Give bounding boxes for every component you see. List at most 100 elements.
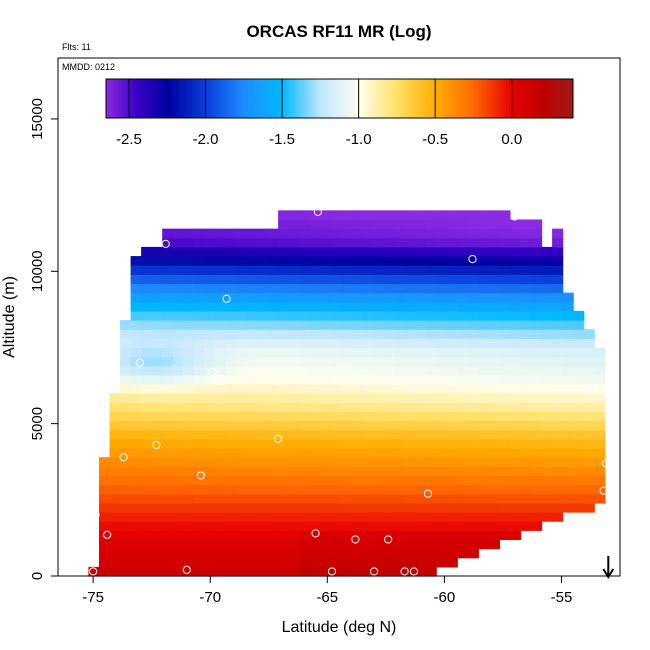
colorbar-tick-label: -2.0	[193, 131, 219, 148]
heatmap-cell	[235, 292, 248, 303]
heatmap-cell	[415, 274, 427, 285]
heatmap-cell	[499, 256, 511, 266]
heatmap-cell	[404, 365, 416, 376]
heatmap-cell	[573, 402, 585, 413]
heatmap-cell	[341, 301, 353, 312]
heatmap-cell	[351, 402, 364, 413]
heatmap-cell	[404, 283, 416, 294]
heatmap-cell	[394, 246, 406, 257]
heatmap-cell	[204, 256, 216, 266]
heatmap-cell	[341, 457, 353, 467]
heatmap-cell	[594, 411, 606, 422]
heatmap-cell	[509, 301, 522, 312]
heatmap-cell	[299, 283, 311, 294]
heatmap-cell	[120, 402, 132, 413]
heatmap-cell	[141, 521, 153, 531]
heatmap-cell	[573, 448, 585, 458]
heatmap-cell	[531, 374, 543, 385]
heatmap-cell	[278, 393, 290, 403]
heatmap-cell	[330, 475, 342, 486]
heatmap-cell	[446, 228, 458, 239]
heatmap-cell	[478, 502, 490, 513]
heatmap-cell	[362, 374, 374, 385]
heatmap-cell	[583, 457, 595, 467]
heatmap-cell	[457, 539, 469, 550]
heatmap-cell	[151, 283, 163, 294]
heatmap-cell	[562, 347, 574, 358]
heatmap-cell	[404, 329, 416, 339]
heatmap-cell	[425, 274, 437, 285]
heatmap-cell	[172, 365, 184, 376]
heatmap-cell	[372, 384, 385, 394]
heatmap-cell	[552, 475, 564, 486]
heatmap-cell	[415, 420, 427, 431]
heatmap-cell	[457, 548, 469, 559]
heatmap-cell	[467, 347, 479, 358]
heatmap-cell	[436, 438, 448, 449]
heatmap-cell	[98, 475, 111, 486]
heatmap-cell	[162, 539, 174, 550]
heatmap-cell	[499, 246, 511, 257]
heatmap-cell	[436, 219, 448, 230]
heatmap-cell	[394, 484, 406, 495]
heatmap-cell	[278, 301, 290, 312]
heatmap-cell	[457, 329, 469, 339]
heatmap-cell	[415, 384, 427, 394]
heatmap-cell	[351, 356, 364, 367]
heatmap-cell	[436, 283, 448, 294]
heatmap-cell	[225, 512, 237, 522]
heatmap-cell	[309, 521, 321, 531]
heatmap-cell	[425, 347, 437, 358]
heatmap-cell	[415, 548, 427, 559]
heatmap-cell	[235, 347, 248, 358]
heatmap-cell	[225, 493, 237, 504]
heatmap-cell	[204, 283, 216, 294]
heatmap-cell	[162, 502, 174, 513]
heatmap-cell	[457, 429, 469, 440]
heatmap-cell	[436, 384, 448, 394]
heatmap-cell	[415, 402, 427, 413]
colorbar-gradient	[105, 78, 574, 119]
heatmap-cell	[151, 301, 163, 312]
heatmap-cell	[172, 329, 184, 339]
heatmap-cell	[541, 493, 553, 504]
heatmap-cell	[509, 356, 522, 367]
heatmap-cell	[552, 246, 564, 257]
heatmap-cell	[330, 548, 342, 559]
heatmap-cell	[320, 530, 332, 541]
heatmap-cell	[141, 301, 153, 312]
heatmap-cell	[383, 374, 395, 385]
heatmap-cell	[383, 539, 395, 550]
heatmap-cell	[330, 237, 342, 248]
heatmap-cell	[457, 365, 469, 376]
heatmap-cell	[341, 384, 353, 394]
heatmap-cell	[214, 393, 227, 403]
heatmap-cell	[309, 356, 321, 367]
heatmap-cell	[299, 475, 311, 486]
heatmap-cell	[488, 237, 501, 248]
heatmap-cell	[235, 301, 248, 312]
heatmap-cell	[520, 265, 532, 275]
heatmap-cell	[541, 320, 553, 330]
heatmap-cell	[383, 384, 395, 394]
heatmap-cell	[362, 438, 374, 449]
heatmap-cell	[141, 246, 153, 257]
sample-point	[208, 367, 217, 376]
heatmap-cell	[425, 256, 437, 266]
heatmap-cell	[183, 320, 195, 330]
heatmap-cell	[541, 301, 553, 312]
heatmap-cell	[320, 338, 332, 349]
heatmap-cell	[214, 466, 227, 477]
heatmap-cell	[583, 356, 595, 367]
heatmap-cell	[467, 301, 479, 312]
heatmap-cell	[488, 219, 501, 230]
heatmap-cell	[362, 237, 374, 248]
heatmap-cell	[193, 548, 205, 559]
heatmap-cell	[457, 411, 469, 422]
heatmap-cell	[467, 310, 479, 321]
heatmap-cell	[120, 548, 132, 559]
heatmap-cell	[288, 530, 300, 541]
heatmap-cell	[446, 320, 458, 330]
heatmap-cell	[478, 420, 490, 431]
heatmap-cell	[541, 329, 553, 339]
